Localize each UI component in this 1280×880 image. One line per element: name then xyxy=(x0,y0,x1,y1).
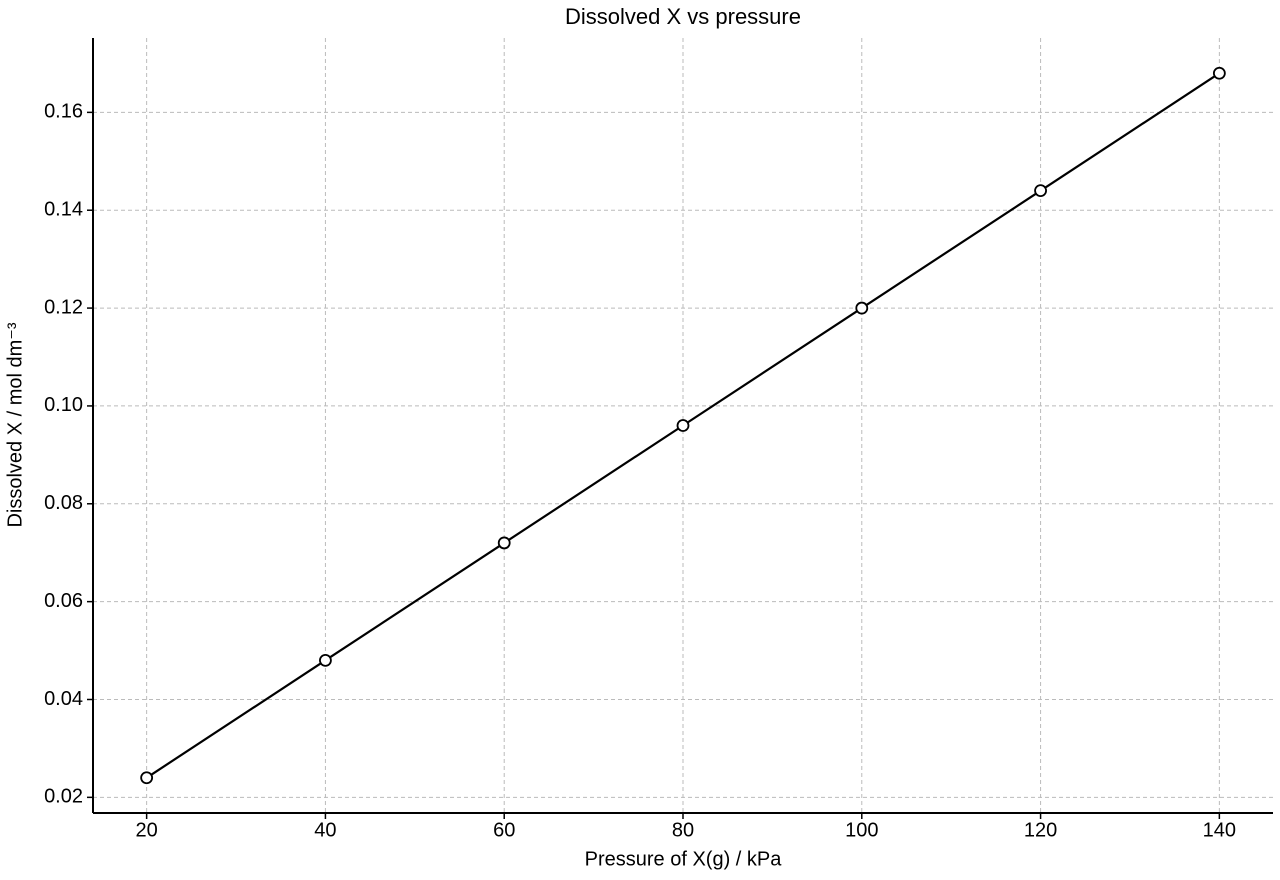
x-tick-label: 80 xyxy=(672,819,694,841)
y-axis-label: Dissolved X / mol dm⁻³ xyxy=(4,322,26,527)
y-tick-label: 0.12 xyxy=(44,296,83,318)
x-tick-label: 120 xyxy=(1024,819,1057,841)
data-point xyxy=(319,653,332,667)
data-point xyxy=(140,771,154,785)
x-tick-label: 20 xyxy=(136,819,158,841)
y-tick-label: 0.02 xyxy=(44,786,83,808)
y-tick-label: 0.10 xyxy=(44,394,83,416)
data-point xyxy=(1212,66,1226,80)
y-tick-label: 0.04 xyxy=(44,688,83,710)
x-tick-label: 60 xyxy=(493,819,515,841)
data-point xyxy=(1034,184,1047,198)
y-tick-label: 0.08 xyxy=(44,492,83,514)
data-point xyxy=(497,536,511,550)
chart-title: Dissolved X vs pressure xyxy=(565,4,801,29)
y-tick-label: 0.06 xyxy=(44,590,83,612)
data-point xyxy=(676,419,690,432)
x-tick-label: 40 xyxy=(314,819,336,841)
x-tick-label: 140 xyxy=(1203,819,1236,841)
x-tick-label: 100 xyxy=(845,819,878,841)
y-tick-label: 0.14 xyxy=(44,199,83,221)
y-tick-label: 0.16 xyxy=(44,101,83,123)
x-axis-label: Pressure of X(g) / kPa xyxy=(585,848,783,870)
data-point xyxy=(855,301,869,315)
